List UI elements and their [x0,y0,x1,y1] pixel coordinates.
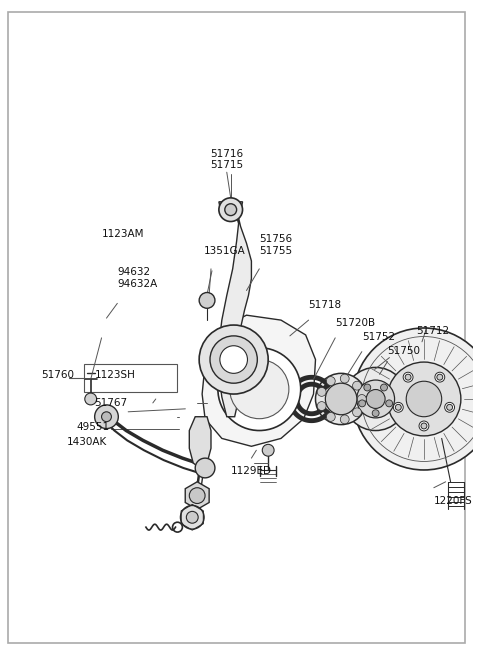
Polygon shape [202,315,315,446]
Text: 51760: 51760 [41,370,74,381]
Polygon shape [185,482,209,510]
Circle shape [95,405,118,428]
Circle shape [317,388,326,396]
Circle shape [262,444,274,456]
Text: 51718: 51718 [309,300,342,310]
Circle shape [85,393,96,405]
Circle shape [394,402,403,412]
Polygon shape [189,417,211,466]
Circle shape [387,362,461,436]
Circle shape [352,381,361,390]
Circle shape [210,336,257,383]
Text: 51767: 51767 [95,398,128,408]
Circle shape [220,346,248,373]
Circle shape [437,374,443,380]
Circle shape [186,512,198,523]
Circle shape [419,421,429,431]
Text: 51752: 51752 [362,332,395,342]
Text: 49551: 49551 [77,422,110,432]
Text: 1351GA: 1351GA [204,246,246,256]
Text: 51720B: 51720B [335,318,375,328]
Circle shape [180,506,204,529]
Circle shape [366,390,385,409]
Circle shape [364,384,371,391]
Circle shape [225,204,237,215]
Circle shape [315,373,367,424]
Text: 1123AM: 1123AM [102,229,144,239]
Circle shape [353,328,480,470]
Circle shape [421,423,427,429]
Text: 51716
51715: 51716 51715 [210,149,243,170]
Text: 51750: 51750 [387,346,420,356]
Circle shape [340,374,349,383]
Text: 1123SH: 1123SH [95,370,135,381]
Circle shape [218,348,300,430]
Text: 1430AK: 1430AK [67,438,108,447]
Text: 94632
94632A: 94632 94632A [117,267,157,289]
Text: 51756
51755: 51756 51755 [259,234,292,256]
Circle shape [344,367,407,430]
Circle shape [326,377,335,386]
Text: 1129ED: 1129ED [231,466,272,476]
Bar [84,364,178,392]
Circle shape [406,381,442,417]
Circle shape [352,408,361,417]
Circle shape [405,374,411,380]
Circle shape [357,380,395,418]
Circle shape [195,458,215,478]
Circle shape [372,410,379,417]
Circle shape [403,372,413,382]
Polygon shape [219,202,252,417]
Circle shape [359,400,366,407]
Circle shape [396,404,401,410]
Circle shape [325,383,357,415]
Circle shape [102,412,111,422]
Circle shape [326,413,335,421]
Circle shape [230,360,289,419]
Text: 51712: 51712 [416,326,449,336]
Polygon shape [219,202,242,212]
Circle shape [317,402,326,411]
Text: 1220FS: 1220FS [434,496,473,506]
Circle shape [219,198,242,221]
Circle shape [386,400,393,407]
Circle shape [358,394,366,403]
Circle shape [447,404,453,410]
Circle shape [381,384,387,391]
Circle shape [435,372,445,382]
Circle shape [189,488,205,504]
Circle shape [444,402,455,412]
Circle shape [199,325,268,394]
Circle shape [199,293,215,309]
Circle shape [340,415,349,424]
